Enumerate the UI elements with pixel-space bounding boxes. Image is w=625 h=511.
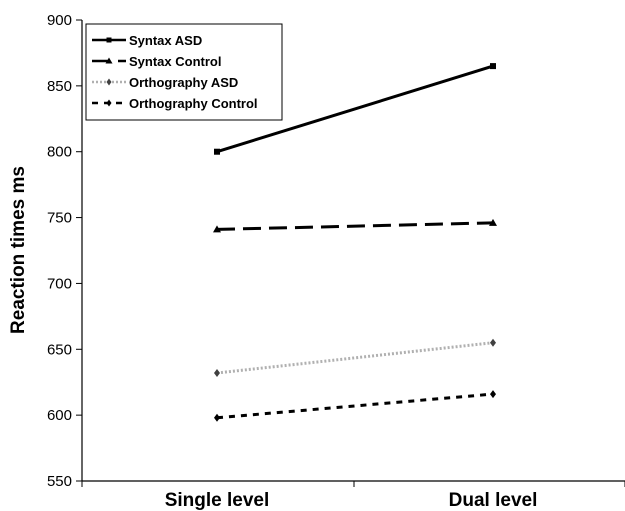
series-0 [214, 63, 496, 155]
series-line [216, 64, 494, 154]
legend-label: Syntax Control [129, 54, 221, 69]
y-tick-label: 550 [47, 473, 72, 490]
y-tick-label: 750 [47, 210, 72, 227]
data-point [489, 218, 497, 226]
data-point [490, 390, 496, 399]
series-line [216, 392, 494, 420]
legend-swatch-marker [106, 78, 112, 86]
series-3 [214, 390, 496, 422]
x-ticks: Single level Dual level [81, 481, 625, 511]
data-point [214, 413, 220, 422]
y-tick-label: 800 [47, 144, 72, 161]
data-point [490, 63, 496, 70]
legend-swatch-marker [105, 57, 113, 64]
legend-swatch-marker [106, 37, 112, 43]
x-category-label: Single level [165, 490, 270, 511]
y-tick-label: 700 [47, 275, 72, 292]
series-1 [213, 218, 497, 233]
series-2 [214, 338, 496, 377]
legend-label: Orthography ASD [129, 75, 238, 90]
series-line [216, 341, 494, 375]
data-point [490, 338, 496, 347]
y-axis-label: Reaction times ms [8, 166, 29, 334]
y-tick-label: 900 [47, 12, 72, 29]
y-tick-label: 600 [47, 407, 72, 424]
legend-label: Syntax ASD [129, 33, 202, 48]
legend-label: Orthography Control [129, 96, 258, 111]
y-tick-label: 650 [47, 341, 72, 358]
y-ticks: 550 600 650 700 750 800 850 900 [47, 12, 82, 490]
legend: Syntax ASD Syntax Control Orthography ASD O… [85, 23, 283, 121]
legend-swatch-marker [106, 99, 112, 107]
series-group [213, 63, 497, 422]
data-point [214, 368, 220, 377]
x-category-label: Dual level [449, 490, 538, 511]
series-line [216, 221, 494, 231]
data-point [214, 148, 220, 155]
y-tick-label: 850 [47, 78, 72, 95]
data-point [213, 225, 221, 233]
